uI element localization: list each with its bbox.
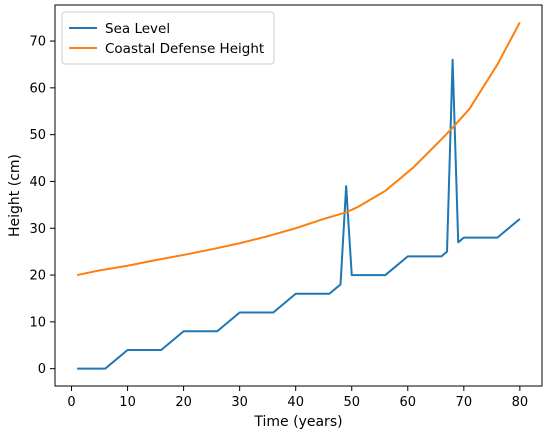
x-tick-label: 50: [343, 395, 360, 410]
series-line-0: [77, 58, 521, 370]
axes-layer: 0 10 20 30 40 50 60 70 80 0 10 20 30 40 50 60 70: [29, 4, 543, 410]
y-tick-label: 70: [29, 35, 46, 50]
x-tick-label: 60: [400, 395, 417, 410]
series-layer: [76, 21, 521, 370]
plot-area: [55, 5, 542, 386]
y-tick-label: 30: [29, 222, 46, 237]
legend: Sea Level Coastal Defense Height: [61, 11, 275, 65]
x-tick-label: 40: [287, 395, 304, 410]
x-tick-label: 70: [456, 395, 473, 410]
y-tick-label: 10: [29, 315, 46, 330]
y-tick-label: 60: [29, 81, 46, 96]
y-tick-label: 40: [29, 175, 46, 190]
axes-frame: [54, 4, 543, 387]
series-line-1: [76, 21, 521, 277]
x-axis-label: Time (years): [253, 414, 342, 430]
x-tick-label: 30: [231, 395, 248, 410]
y-tick-label: 20: [29, 269, 46, 284]
legend-box: [61, 11, 275, 65]
legend-label-0: Sea Level: [105, 21, 170, 37]
legend-label-1: Coastal Defense Height: [105, 41, 264, 57]
y-axis-label: Height (cm): [7, 154, 23, 237]
x-tick-label: 10: [119, 395, 136, 410]
x-tick-label: 20: [175, 395, 192, 410]
y-tick-label: 0: [38, 362, 46, 377]
y-tick-label: 50: [29, 128, 46, 143]
x-tick-label: 0: [67, 395, 75, 410]
x-tick-label: 80: [512, 395, 529, 410]
